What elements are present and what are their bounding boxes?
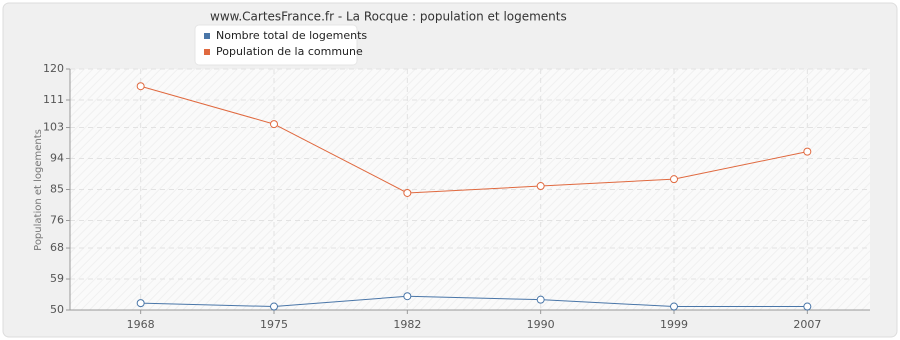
y-tick-label: 111 <box>43 93 64 106</box>
point <box>670 175 678 184</box>
point <box>270 120 278 129</box>
point <box>536 295 545 304</box>
y-tick-label: 50 <box>50 303 64 316</box>
y-tick-label: 94 <box>50 152 64 165</box>
x-tick-label: 1968 <box>127 318 155 331</box>
legend-swatch <box>204 33 210 39</box>
series-line <box>140 85 808 194</box>
point <box>536 182 545 191</box>
legend-label: Nombre total de logements <box>216 29 367 42</box>
y-tick-label: 76 <box>50 213 64 226</box>
y-tick-label: 68 <box>50 241 64 254</box>
y-axis-title: Population et logements <box>33 129 44 251</box>
point <box>136 82 145 91</box>
x-tick-label: 1975 <box>260 318 288 331</box>
point <box>803 147 812 156</box>
point <box>136 299 145 308</box>
point <box>670 302 678 311</box>
legend-swatch <box>204 49 210 55</box>
legend-label: Population de la commune <box>216 45 363 58</box>
y-tick-label: 120 <box>43 62 64 75</box>
x-tick-label: 1990 <box>527 318 555 331</box>
x-tick-label: 1999 <box>660 318 688 331</box>
point <box>270 302 278 311</box>
legend <box>194 24 358 66</box>
point <box>403 292 412 301</box>
y-tick-label: 103 <box>43 121 64 134</box>
point <box>403 188 412 197</box>
x-tick-label: 1982 <box>393 318 421 331</box>
point <box>803 302 812 311</box>
x-tick-label: 2007 <box>793 318 821 331</box>
y-tick-label: 85 <box>50 183 64 196</box>
chart-title: www.CartesFrance.fr - La Rocque : popula… <box>210 10 567 24</box>
y-tick-label: 59 <box>50 272 64 285</box>
series-line <box>140 295 808 308</box>
